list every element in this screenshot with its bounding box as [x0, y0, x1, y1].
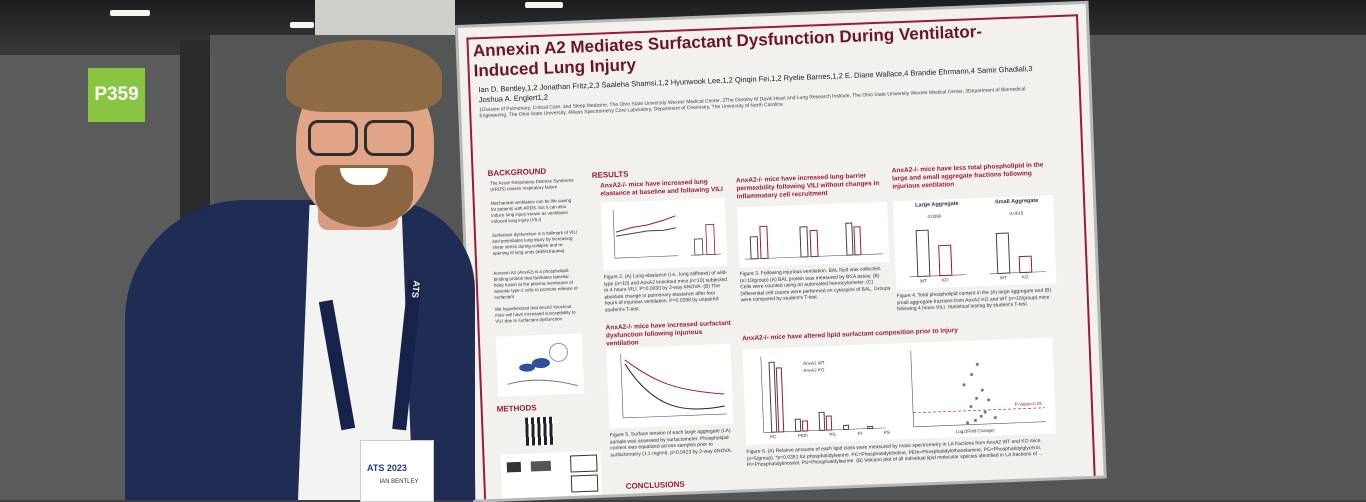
- schematic-figure: [495, 333, 585, 397]
- results-heading: RESULTS: [591, 169, 629, 180]
- lanyard-text: ATS: [410, 280, 422, 299]
- fig6-chart: PC PEth PG PI PS AnxA2 WT AnxA2 KO P-Val…: [742, 337, 1057, 446]
- fig5-caption: Figure 5. Surface tension of each large …: [609, 427, 733, 458]
- fig6-category: PG: [829, 431, 837, 438]
- badge-name: IAN BENTLEY: [379, 479, 419, 485]
- alveolus-diagram: [507, 342, 578, 387]
- fig3-plot: [745, 222, 883, 260]
- methods-figure: [500, 450, 603, 499]
- fig6-legend-wt: AnxA2 WT: [803, 360, 825, 366]
- fig6-category: PS: [883, 429, 890, 435]
- name-badge: ATS 2023 IAN BENTLEY: [360, 440, 434, 502]
- poster: Annexin A2 Mediates Surfactant Dysfuncti…: [458, 3, 1104, 500]
- fig4-a-ko: KO: [941, 277, 949, 283]
- glasses-right-lens: [364, 120, 414, 156]
- background-item: Annexin A2 (AnxA2) is a phospholipid bin…: [493, 267, 578, 300]
- fig5-plot: [620, 353, 728, 419]
- fig3-chart: [737, 201, 890, 268]
- ceiling-light: [290, 22, 314, 28]
- pillar: [315, 0, 455, 36]
- fig6-pvalue-label: P-Value=0.05: [1014, 400, 1042, 407]
- fig6-plot: [760, 350, 1046, 433]
- booth-number-tag: P359: [88, 68, 145, 122]
- fig4-plot: [909, 229, 1046, 278]
- methods-heading: METHODS: [496, 403, 537, 414]
- fig2-plot: [612, 210, 721, 259]
- fig4-chart: Large Aggregate Small Aggregate 0.0096 0…: [892, 195, 1057, 290]
- fig2-caption: Figure 2. (A) Lung elastance (i.e., lung…: [603, 269, 728, 314]
- fig4-a-wt: WT: [919, 278, 928, 284]
- fig4-b-ko: KO: [1021, 274, 1029, 280]
- fig6-category: PI: [857, 430, 863, 436]
- background-item: Mechanical ventilation can be life-savin…: [490, 197, 572, 224]
- methods-diagram: [506, 454, 599, 493]
- fig5-chart: [606, 343, 734, 429]
- background-item: We hypothesized that AnxA2 knockout mice…: [494, 303, 576, 324]
- fig6-legend-ko: AnxA2 KO: [803, 367, 825, 373]
- badge-event: ATS 2023: [367, 463, 407, 473]
- fig2-chart: [600, 197, 728, 271]
- fig4-b-wt: WT: [999, 275, 1008, 281]
- person-smile: [340, 168, 388, 185]
- fig6-category: PC: [769, 434, 777, 440]
- ceiling-light: [525, 2, 563, 8]
- fig3-caption: Figure 3. Following injurious ventilatio…: [739, 265, 891, 304]
- fig6-category: PEth: [797, 432, 808, 439]
- person-hair: [286, 40, 442, 112]
- background-item: Surfactant dysfunction is a hallmark of …: [491, 229, 578, 256]
- qr-code: [525, 416, 555, 446]
- ceiling-light: [110, 10, 150, 16]
- glasses-left-lens: [308, 120, 358, 156]
